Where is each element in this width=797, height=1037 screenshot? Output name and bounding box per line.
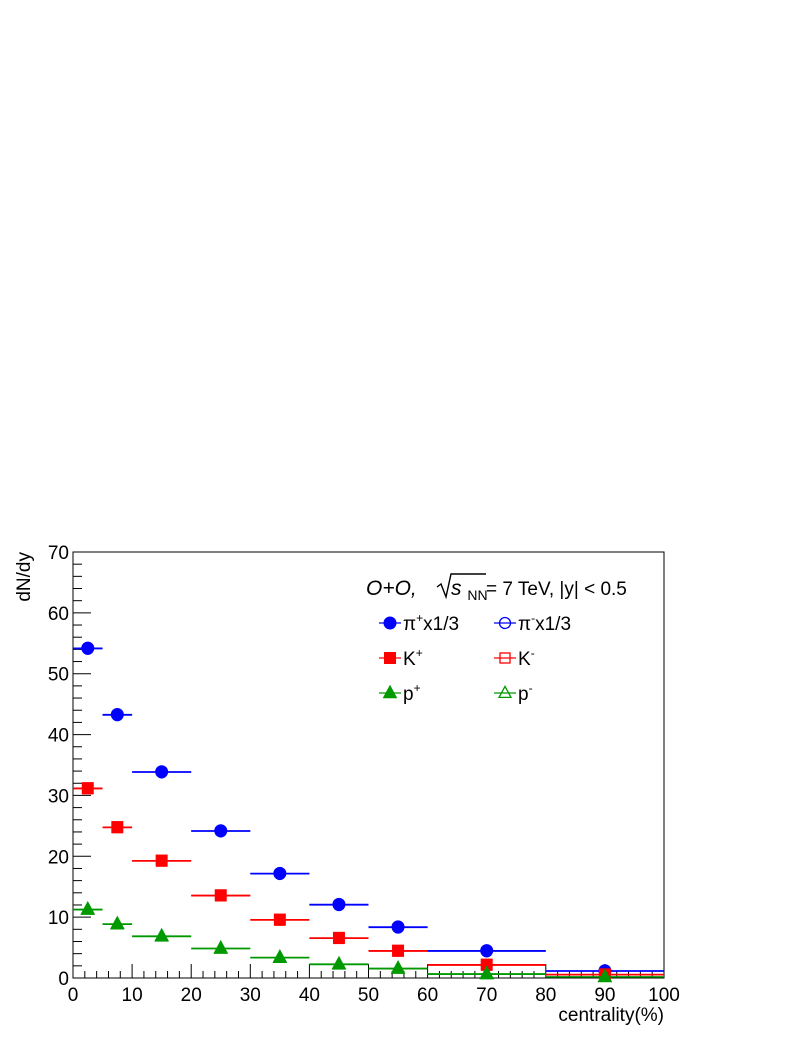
data-point [331,955,347,970]
annotation-energy: = 7 TeV, |y| < 0.5 [486,579,627,600]
legend-entry: p- [494,681,533,705]
data-layer [73,641,664,983]
y-tick-label: 60 [48,604,69,625]
x-tick-label: 10 [122,985,143,1006]
series-p-plus [73,900,664,983]
x-tick-label: 0 [68,985,79,1006]
annotation-sqrt-s: s [451,577,462,600]
data-point [110,707,124,721]
annotation-sqrt-sub: NN [467,587,487,603]
legend-entry: p+ [379,681,421,705]
y-tick-label: 10 [48,908,69,929]
data-point [597,968,613,983]
legend: π+x1/3 π-x1/3 K+ K-p+ p- [379,611,571,705]
y-tick-label: 0 [58,969,69,990]
legend-entry: K- [494,646,535,670]
x-tick-label: 40 [299,985,320,1006]
data-point [272,949,288,963]
annotation-system: O+O, [366,577,417,600]
legend-marker [497,685,513,699]
data-point [332,931,345,944]
data-point [155,854,168,867]
data-point [81,641,95,655]
x-tick-label: 90 [594,985,615,1006]
legend-entry: K+ [379,646,423,670]
legend-entry: π-x1/3 [494,611,571,635]
x-tick-label: 20 [181,985,202,1006]
sqrt-symbol [436,573,486,600]
svg-text:O+O,: O+O, [366,577,417,600]
legend-marker [498,616,512,630]
legend-marker [499,652,511,664]
x-axis-label: centrality(%) [558,1005,664,1026]
legend-label: p- [518,681,533,705]
axes: 0 10 20 30 40 50 60 70 80 90 100 0 10 20 30 40 50 60 70 [48,543,680,1006]
plot-frame [72,551,665,979]
x-tick-label: 50 [358,985,379,1006]
x-tick-label: 30 [240,985,261,1006]
series-K-plus [73,782,664,981]
data-point [392,944,405,957]
x-tick-label: 70 [476,985,497,1006]
legend-marker [382,684,398,699]
data-point [213,939,229,954]
y-tick-label: 70 [48,543,69,564]
legend-label: p+ [403,681,421,705]
data-point [81,782,94,795]
legend-label: π-x1/3 [518,611,571,635]
legend-label: π+x1/3 [403,611,459,635]
data-point [273,866,287,880]
svg-text:= 7 TeV, |y| < 0.5: = 7 TeV, |y| < 0.5 [486,579,627,600]
data-point [214,889,227,902]
data-point [479,965,495,980]
legend-marker [383,616,397,630]
data-point [480,944,494,958]
annotation: O+O, s NN = 7 TeV, |y| < 0.5 [366,573,627,603]
legend-label: K+ [403,646,423,670]
x-tick-label: 80 [535,985,556,1006]
data-point [155,765,169,779]
legend-marker [384,652,396,664]
series-π-plus [73,641,664,978]
y-tick-label: 30 [48,786,69,807]
data-point [154,927,169,942]
data-point [111,821,124,834]
data-point [273,913,286,926]
legend-entry: π+x1/3 [379,611,459,635]
data-point [214,824,228,838]
legend-label: K- [518,646,535,670]
data-point [390,960,406,974]
data-point [332,897,346,911]
y-tick-label: 50 [48,665,69,686]
y-tick-label: 20 [48,847,69,868]
x-tick-label: 100 [648,985,680,1006]
y-axis-label: dN/dy [14,552,35,602]
y-tick-label: 40 [48,726,69,747]
data-point [391,920,405,934]
data-point [109,915,125,930]
data-point [80,900,96,915]
x-tick-label: 60 [417,985,438,1006]
svg-text:s NN: s NN [451,577,488,603]
